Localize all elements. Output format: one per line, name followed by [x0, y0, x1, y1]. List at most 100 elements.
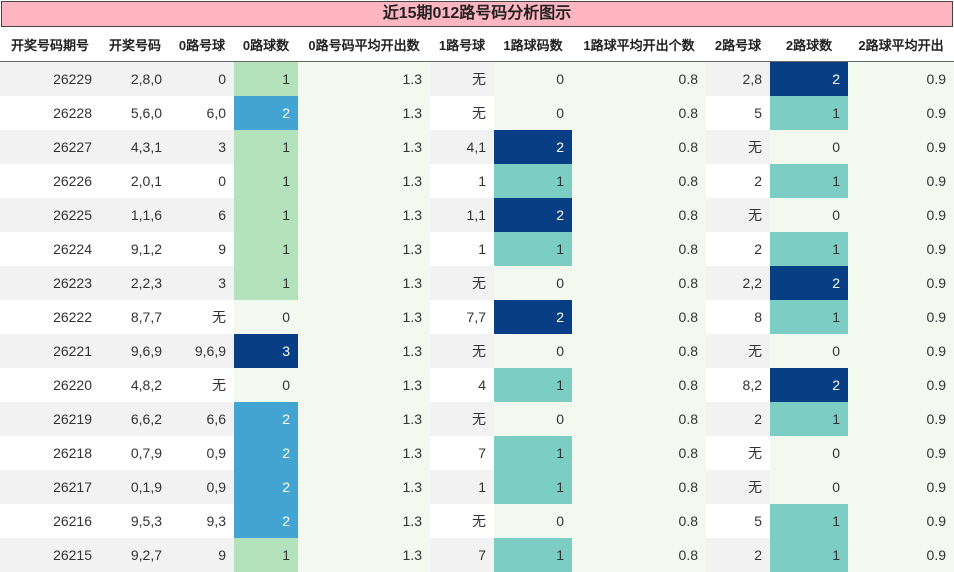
header-route1-count: 1路球码数 — [494, 28, 572, 62]
route1-average-cell: 0.8 — [572, 130, 706, 164]
route0-average-cell: 1.3 — [298, 232, 430, 266]
draw-number-cell: 0,7,9 — [100, 436, 170, 470]
route2-balls-cell: 2 — [706, 164, 770, 198]
route0-average-cell: 1.3 — [298, 96, 430, 130]
header-route0-count: 0路球数 — [234, 28, 298, 62]
route0-average-cell: 1.3 — [298, 62, 430, 97]
route1-balls-cell: 7 — [430, 538, 494, 572]
route1-count-cell: 1 — [494, 538, 572, 572]
route2-count-cell: 1 — [770, 164, 848, 198]
route0-balls-cell: 3 — [170, 130, 234, 164]
route1-count-cell: 0 — [494, 504, 572, 538]
route0-balls-cell: 6,0 — [170, 96, 234, 130]
route0-count-cell: 3 — [234, 334, 298, 368]
route0-balls-cell: 9 — [170, 232, 234, 266]
draw-number-cell: 2,0,1 — [100, 164, 170, 198]
route0-average-cell: 1.3 — [298, 130, 430, 164]
route0-average-cell: 1.3 — [298, 266, 430, 300]
route1-average-cell: 0.8 — [572, 300, 706, 334]
route1-count-cell: 1 — [494, 436, 572, 470]
header-route2-count: 2路球数 — [770, 28, 848, 62]
route1-average-cell: 0.8 — [572, 266, 706, 300]
route1-balls-cell: 无 — [430, 62, 494, 97]
route1-count-cell: 2 — [494, 198, 572, 232]
route1-count-cell: 0 — [494, 334, 572, 368]
route1-average-cell: 0.8 — [572, 504, 706, 538]
header-route1-average: 1路球平均开出个数 — [572, 28, 706, 62]
issue-cell: 26226 — [0, 164, 100, 198]
route2-average-cell: 0.9 — [848, 62, 954, 97]
route2-average-cell: 0.9 — [848, 538, 954, 572]
route1-average-cell: 0.8 — [572, 436, 706, 470]
route2-average-cell: 0.9 — [848, 334, 954, 368]
route2-count-cell: 1 — [770, 504, 848, 538]
header-route0-balls: 0路号球 — [170, 28, 234, 62]
draw-number-cell: 1,1,6 — [100, 198, 170, 232]
route0-average-cell: 1.3 — [298, 436, 430, 470]
route1-count-cell: 0 — [494, 96, 572, 130]
route0-count-cell: 1 — [234, 538, 298, 572]
route1-balls-cell: 1,1 — [430, 198, 494, 232]
issue-cell: 26222 — [0, 300, 100, 334]
route2-average-cell: 0.9 — [848, 402, 954, 436]
header-issue: 开奖号码期号 — [0, 28, 100, 62]
route1-average-cell: 0.8 — [572, 96, 706, 130]
route0-balls-cell: 0 — [170, 62, 234, 97]
route0-average-cell: 1.3 — [298, 164, 430, 198]
issue-cell: 26221 — [0, 334, 100, 368]
route2-balls-cell: 2 — [706, 402, 770, 436]
issue-cell: 26219 — [0, 402, 100, 436]
header-draw-number: 开奖号码 — [100, 28, 170, 62]
route1-count-cell: 0 — [494, 62, 572, 97]
draw-number-cell: 9,1,2 — [100, 232, 170, 266]
route1-average-cell: 0.8 — [572, 402, 706, 436]
route2-average-cell: 0.9 — [848, 164, 954, 198]
route0-average-cell: 1.3 — [298, 504, 430, 538]
route1-balls-cell: 7,7 — [430, 300, 494, 334]
route0-count-cell: 1 — [234, 232, 298, 266]
header-route1-balls: 1路号球 — [430, 28, 494, 62]
route1-balls-cell: 4,1 — [430, 130, 494, 164]
route2-count-cell: 0 — [770, 334, 848, 368]
route1-balls-cell: 1 — [430, 470, 494, 504]
route2-balls-cell: 无 — [706, 470, 770, 504]
route1-count-cell: 1 — [494, 368, 572, 402]
route0-count-cell: 2 — [234, 402, 298, 436]
route2-balls-cell: 无 — [706, 436, 770, 470]
route2-average-cell: 0.9 — [848, 96, 954, 130]
route1-balls-cell: 无 — [430, 334, 494, 368]
route1-average-cell: 0.8 — [572, 198, 706, 232]
route1-balls-cell: 4 — [430, 368, 494, 402]
route0-count-cell: 2 — [234, 504, 298, 538]
issue-cell: 26216 — [0, 504, 100, 538]
route2-count-cell: 1 — [770, 96, 848, 130]
route1-count-cell: 0 — [494, 266, 572, 300]
route2-average-cell: 0.9 — [848, 504, 954, 538]
draw-number-cell: 9,6,9 — [100, 334, 170, 368]
route1-balls-cell: 1 — [430, 232, 494, 266]
chart-title: 近15期012路号码分析图示 — [1, 1, 953, 27]
draw-number-cell: 2,8,0 — [100, 62, 170, 97]
header-route0-average: 0路号码平均开出数 — [298, 28, 430, 62]
route2-average-cell: 0.9 — [848, 368, 954, 402]
route2-balls-cell: 8 — [706, 300, 770, 334]
issue-cell: 26223 — [0, 266, 100, 300]
route2-count-cell: 2 — [770, 368, 848, 402]
issue-cell: 26229 — [0, 62, 100, 97]
route1-balls-cell: 1 — [430, 164, 494, 198]
route2-count-cell: 1 — [770, 232, 848, 266]
route1-balls-cell: 无 — [430, 266, 494, 300]
route1-average-cell: 0.8 — [572, 164, 706, 198]
route2-balls-cell: 5 — [706, 96, 770, 130]
route0-count-cell: 0 — [234, 300, 298, 334]
